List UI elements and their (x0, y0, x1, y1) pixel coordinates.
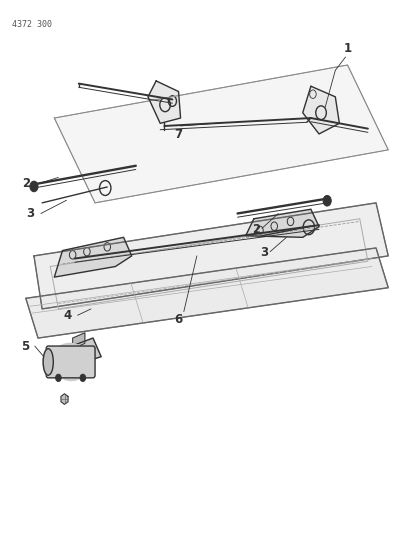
Polygon shape (26, 248, 387, 338)
Text: 5: 5 (21, 340, 29, 352)
Circle shape (322, 196, 330, 206)
Polygon shape (61, 394, 68, 405)
Polygon shape (302, 86, 339, 134)
Text: 1: 1 (343, 43, 351, 55)
Text: 4: 4 (63, 309, 71, 322)
Ellipse shape (52, 343, 89, 381)
Polygon shape (72, 333, 85, 349)
Circle shape (30, 181, 38, 192)
Text: 7: 7 (174, 127, 182, 141)
Circle shape (55, 374, 61, 382)
Circle shape (80, 374, 85, 382)
Polygon shape (68, 361, 77, 374)
Text: 3: 3 (259, 246, 267, 259)
Text: 4372 300: 4372 300 (11, 20, 52, 29)
Polygon shape (54, 65, 387, 203)
FancyBboxPatch shape (46, 346, 95, 378)
Text: 2: 2 (251, 223, 259, 236)
Polygon shape (245, 209, 318, 237)
Text: 2: 2 (22, 177, 31, 190)
Polygon shape (64, 338, 101, 367)
Text: 6: 6 (174, 313, 182, 326)
Polygon shape (148, 81, 180, 123)
Ellipse shape (43, 349, 53, 375)
Polygon shape (54, 237, 131, 277)
Polygon shape (34, 203, 387, 309)
Text: 3: 3 (27, 207, 35, 220)
